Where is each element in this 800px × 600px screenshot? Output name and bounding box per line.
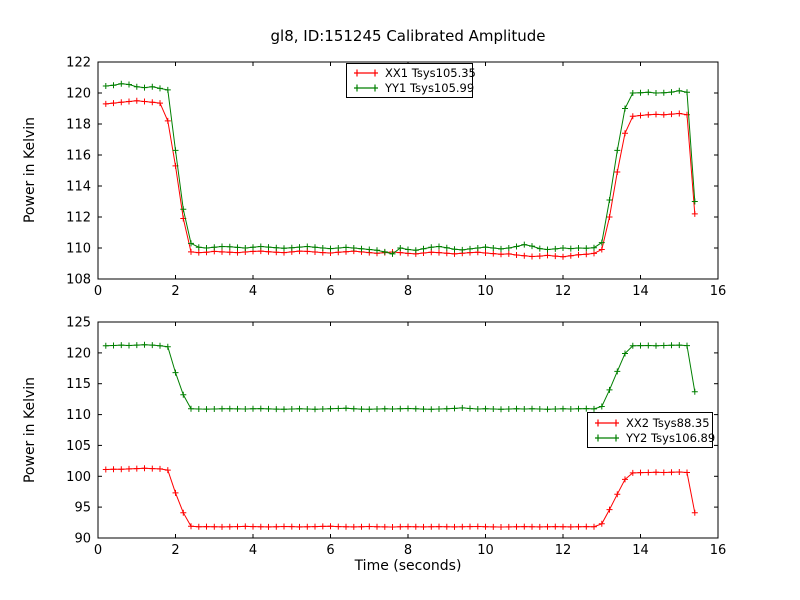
- svg-text:108: 108: [66, 273, 91, 288]
- line-plus-marker-icon: [354, 84, 378, 92]
- svg-text:110: 110: [66, 242, 91, 257]
- svg-text:6: 6: [326, 284, 334, 299]
- svg-text:14: 14: [632, 284, 649, 299]
- svg-text:8: 8: [404, 543, 412, 558]
- svg-text:10: 10: [477, 543, 494, 558]
- svg-text:16: 16: [710, 543, 727, 558]
- legend-entry-yy1: YY1 Tsys105.99: [352, 81, 474, 95]
- svg-text:116: 116: [66, 149, 91, 164]
- legend-entry-yy2: YY2 Tsys106.89: [593, 431, 715, 445]
- svg-text:6: 6: [326, 543, 334, 558]
- bottom-plot: 0 2 4 6 8 10 12 14 16 90 95 100 105 110 115 120 125: [66, 316, 726, 559]
- svg-text:4: 4: [249, 543, 257, 558]
- svg-text:100: 100: [66, 470, 91, 485]
- top-plot: 0 2 4 6 8 10 12 14 16 108 110 112 114 116 118 120 122: [66, 56, 726, 300]
- legend-label: XX1 Tsys105.35: [385, 66, 476, 80]
- svg-text:115: 115: [66, 377, 91, 392]
- svg-text:125: 125: [66, 316, 91, 331]
- svg-text:16: 16: [710, 284, 727, 299]
- x-axis-label: Time (seconds): [354, 558, 462, 574]
- svg-text:0: 0: [94, 284, 102, 299]
- top-y-axis-label: Power in Kelvin: [22, 116, 38, 224]
- svg-text:12: 12: [555, 543, 572, 558]
- legend-label: YY1 Tsys105.99: [385, 81, 475, 95]
- svg-text:112: 112: [66, 211, 91, 226]
- svg-text:120: 120: [66, 346, 91, 361]
- svg-text:0: 0: [94, 543, 102, 558]
- legend-label: YY2 Tsys106.89: [626, 430, 716, 445]
- top-legend: XX1 Tsys105.35 YY1 Tsys105.99: [346, 63, 476, 98]
- bottom-legend: XX2 Tsys88.35 YY2 Tsys106.89: [587, 412, 715, 448]
- svg-text:2: 2: [171, 543, 179, 558]
- svg-text:105: 105: [66, 439, 91, 454]
- svg-text:12: 12: [555, 284, 572, 299]
- svg-text:110: 110: [66, 408, 91, 423]
- chart-title: gl8, ID:151245 Calibrated Amplitude: [270, 27, 546, 45]
- svg-text:10: 10: [477, 284, 494, 299]
- svg-text:4: 4: [249, 284, 257, 299]
- legend-entry-xx1: XX1 Tsys105.35: [352, 66, 476, 80]
- line-plus-marker-icon: [595, 434, 619, 441]
- line-plus-marker-icon: [595, 419, 619, 426]
- svg-text:2: 2: [171, 284, 179, 299]
- svg-text:90: 90: [74, 532, 91, 547]
- svg-text:122: 122: [66, 56, 91, 71]
- svg-text:118: 118: [66, 118, 91, 133]
- line-plus-marker-icon: [354, 69, 378, 77]
- svg-text:114: 114: [66, 180, 91, 195]
- legend-label: XX2 Tsys88.35: [626, 415, 710, 430]
- legend-entry-xx2: XX2 Tsys88.35: [593, 415, 710, 430]
- svg-text:8: 8: [404, 284, 412, 299]
- svg-text:95: 95: [74, 501, 91, 516]
- svg-text:14: 14: [632, 543, 649, 558]
- svg-text:120: 120: [66, 87, 91, 102]
- bottom-y-axis-label: Power in Kelvin: [22, 376, 38, 484]
